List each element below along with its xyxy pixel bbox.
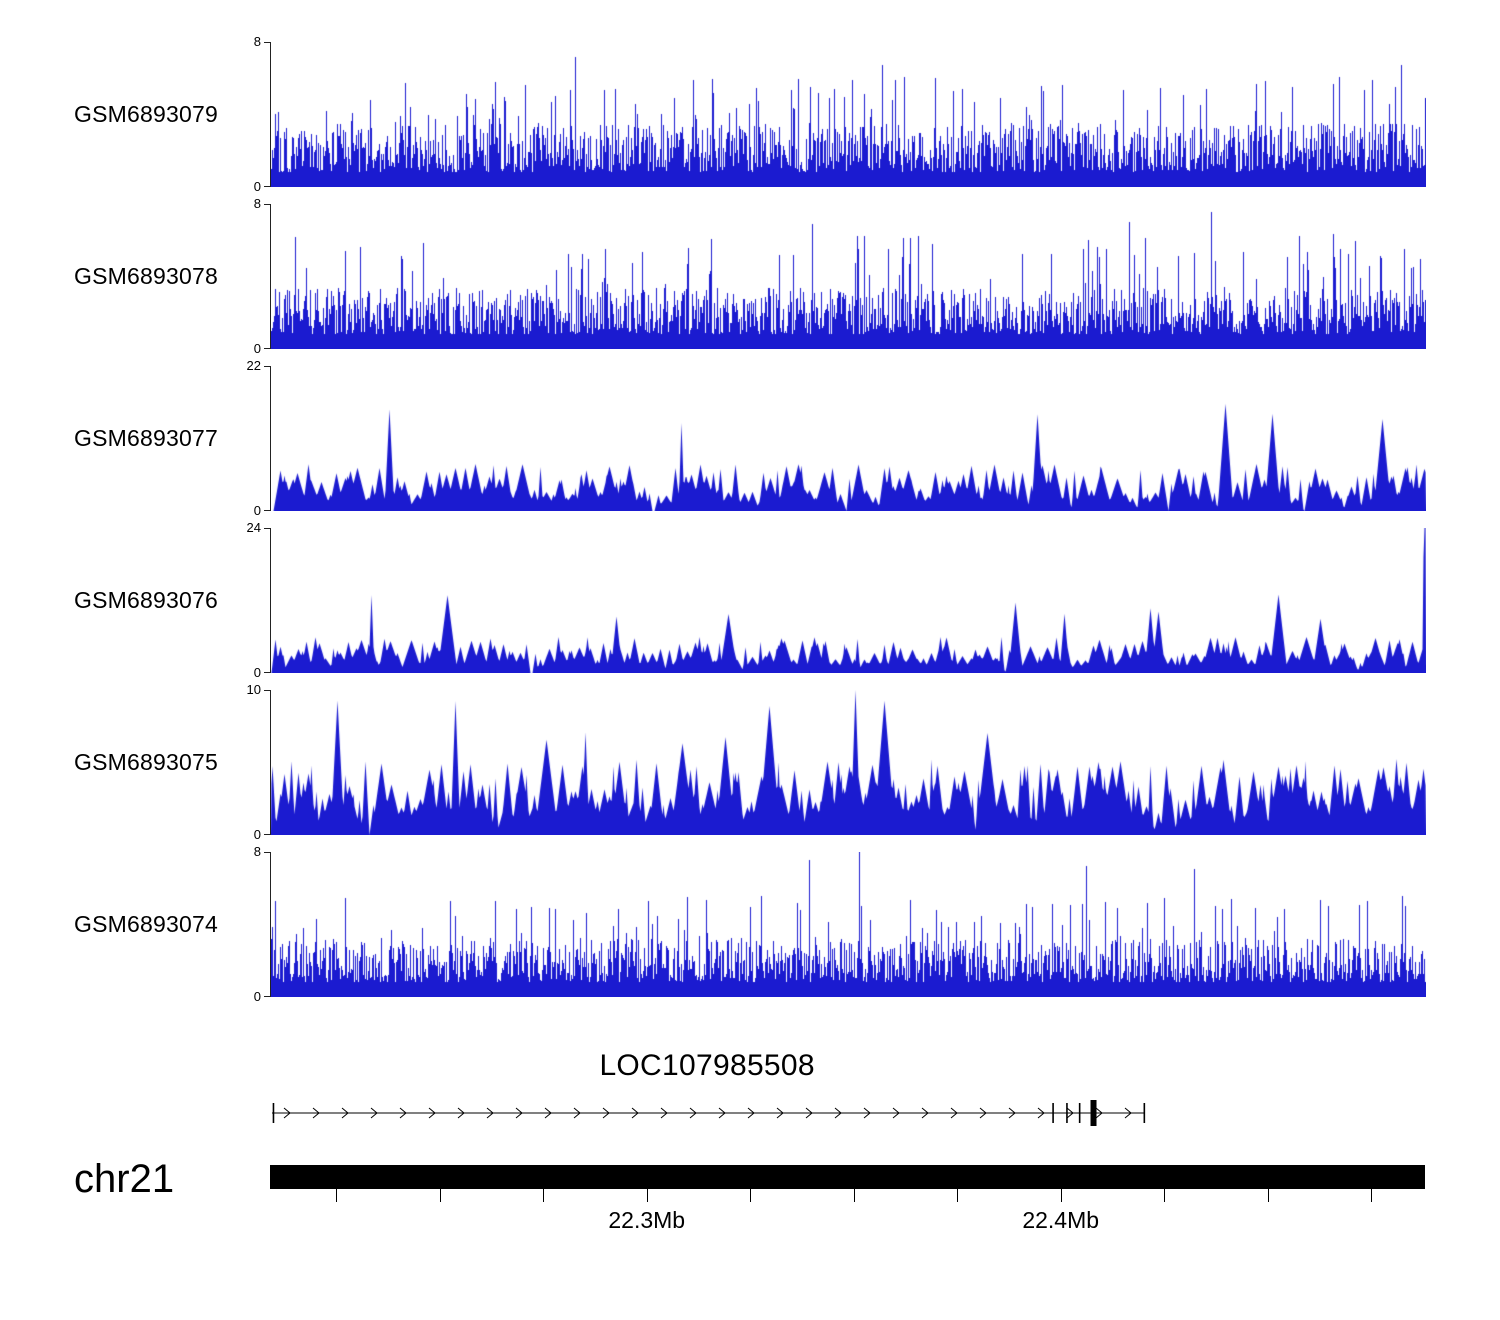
gene-direction-arrow-icon [979,1107,987,1119]
track-plot: 10 0 [247,682,1426,842]
track-plot: 8 0 [254,34,1426,194]
y-axis-max-label: 10 [246,682,261,697]
gene-direction-arrow-icon [1066,1107,1074,1119]
gene-direction-arrow-icon [515,1107,523,1119]
gene-direction-arrow-icon [573,1107,581,1119]
axis-tick [439,1189,441,1202]
axis-tick [957,1189,959,1202]
gene-direction-arrow-icon [921,1107,929,1119]
gene-direction-arrow-icon [631,1107,639,1119]
track-plot: 8 0 [254,844,1426,1004]
gene-direction-arrow-icon [892,1107,900,1119]
gene-direction-arrow-icon [602,1107,610,1119]
axis-tick [853,1189,855,1202]
y-axis-min-label: 0 [253,665,261,680]
coverage-track: GSM6893077 22 0 [0,358,1500,518]
axis-tick [646,1189,648,1202]
coverage-track: GSM6893078 8 0 [0,196,1500,356]
gene-annotation-section: LOC107985508 [0,1049,1500,1135]
track-label: GSM6893078 [74,263,218,289]
gene-direction-arrow-icon [834,1107,842,1119]
chromosome-ideogram [270,1165,1425,1189]
coverage-signal-canvas [271,366,1426,511]
y-axis-min-label: 0 [253,989,261,1004]
axis-tick-label: 22.4Mb [1022,1207,1100,1233]
track-label: GSM6893077 [74,425,218,451]
gene-direction-arrow-icon [805,1107,813,1119]
axis-tick [336,1189,338,1202]
gene-direction-arrow-icon [689,1107,697,1119]
gene-direction-arrow-icon [486,1107,494,1119]
gene-direction-arrow-icon [1124,1107,1132,1119]
coverage-track: GSM6893079 8 0 [0,34,1500,194]
gene-direction-arrow-icon [283,1107,291,1119]
gene-direction-arrow-icon [341,1107,349,1119]
axis-tick-label: 22.3Mb [608,1207,686,1233]
gene-direction-arrow-icon [457,1107,465,1119]
coverage-signal-canvas [271,204,1426,349]
gene-direction-arrow-icon [660,1107,668,1119]
y-axis-max-label: 8 [253,196,261,211]
coverage-track: GSM6893076 24 0 [0,520,1500,680]
track-plot: 8 0 [254,196,1426,356]
chromosome-label: chr21 [74,1157,175,1201]
chromosome-row: chr21 22.3Mb 22.4Mb [0,1157,1500,1237]
gene-direction-arrow-icon [544,1107,552,1119]
y-axis-min-label: 0 [253,179,261,194]
coverage-tracks-panel: GSM6893079 8 0 GSM6893078 8 0 GSM6893077… [0,34,1500,1004]
gene-direction-arrow-icon [747,1107,755,1119]
axis-ticks [270,1189,1425,1203]
coverage-track: GSM6893075 10 0 [0,682,1500,842]
gene-direction-arrow-icon [399,1107,407,1119]
gene-direction-arrow-icon [312,1107,320,1119]
coverage-signal-canvas [271,690,1426,835]
track-label: GSM6893075 [74,749,218,775]
y-axis-max-label: 22 [246,358,261,373]
track-label: GSM6893074 [74,911,218,937]
gene-exon-block [1090,1100,1097,1126]
gene-direction-arrow-icon [718,1107,726,1119]
y-axis-min-label: 0 [253,827,261,842]
y-axis-min-label: 0 [253,341,261,356]
track-plot: 22 0 [247,358,1426,518]
track-plot: 24 0 [247,520,1426,680]
y-axis-max-label: 8 [253,844,261,859]
axis-tick [750,1189,752,1202]
gene-direction-arrow-icon [863,1107,871,1119]
gene-direction-arrow-icon [1037,1107,1045,1119]
gene-name: LOC107985508 [599,1049,815,1082]
axis-tick [1060,1189,1062,1202]
gene-direction-arrow-icon [370,1107,378,1119]
y-axis-max-label: 8 [253,34,261,49]
coverage-track: GSM6893074 8 0 [0,844,1500,1004]
axis-tick [1371,1189,1373,1202]
y-axis-min-label: 0 [253,503,261,518]
coverage-signal-canvas [271,852,1426,997]
axis-labels: 22.3Mb 22.4Mb [270,1203,1425,1237]
axis-tick [543,1189,545,1202]
gene-direction-arrow-icon [776,1107,784,1119]
y-axis-max-label: 24 [246,520,261,535]
gene-direction-arrow-icon [428,1107,436,1119]
track-label: GSM6893079 [74,101,218,127]
axis-tick [1267,1189,1269,1202]
gene-direction-arrow-icon [1095,1107,1103,1119]
chromosome-axis: 22.3Mb 22.4Mb [270,1165,1425,1237]
coverage-signal-canvas [271,42,1426,187]
track-label: GSM6893076 [74,587,218,613]
gene-direction-arrow-icon [950,1107,958,1119]
gene-direction-arrow-icon [1008,1107,1016,1119]
axis-tick [1164,1189,1166,1202]
gene-model [272,1100,1146,1126]
coverage-signal-canvas [271,528,1426,673]
